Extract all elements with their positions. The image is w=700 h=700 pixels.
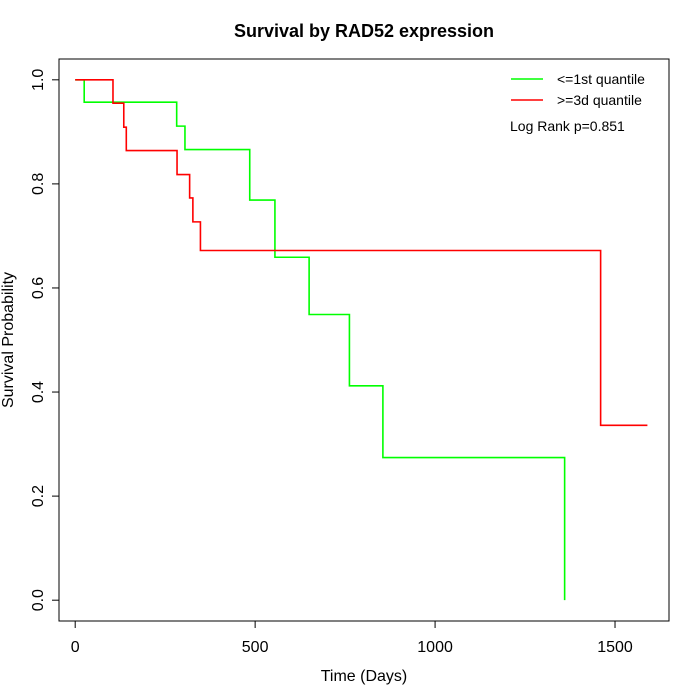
x-tick-label: 0 [71,639,80,656]
legend-entry: >=3d quantile [557,92,642,108]
survival-curve-series-1 [75,79,566,601]
y-axis-label: Survival Probability [0,272,17,408]
x-tick-label: 1000 [417,639,453,656]
x-tick-label: 500 [242,639,269,656]
y-tick-label: 0.8 [30,173,47,195]
y-tick-label: 0.2 [30,485,47,507]
x-axis-label: Time (Days) [321,668,408,685]
survival-curve-series-2 [75,79,648,427]
log-rank-annotation: Log Rank p=0.851 [510,118,625,134]
y-tick-label: 0.6 [30,277,47,299]
legend: <=1st quantile >=3d quantile [511,71,645,108]
chart-title: Survival by RAD52 expression [234,21,494,41]
axes: 0 500 1000 1500 0.0 0.2 0.4 0.6 0.8 1.0 [30,69,633,656]
survival-curves [75,79,648,601]
y-tick-label: 0.4 [30,381,47,403]
legend-entry: <=1st quantile [557,71,645,87]
x-tick-label: 1500 [597,639,633,656]
plot-frame [58,58,670,622]
y-tick-label: 0.0 [30,589,47,611]
y-tick-label: 1.0 [30,69,47,91]
